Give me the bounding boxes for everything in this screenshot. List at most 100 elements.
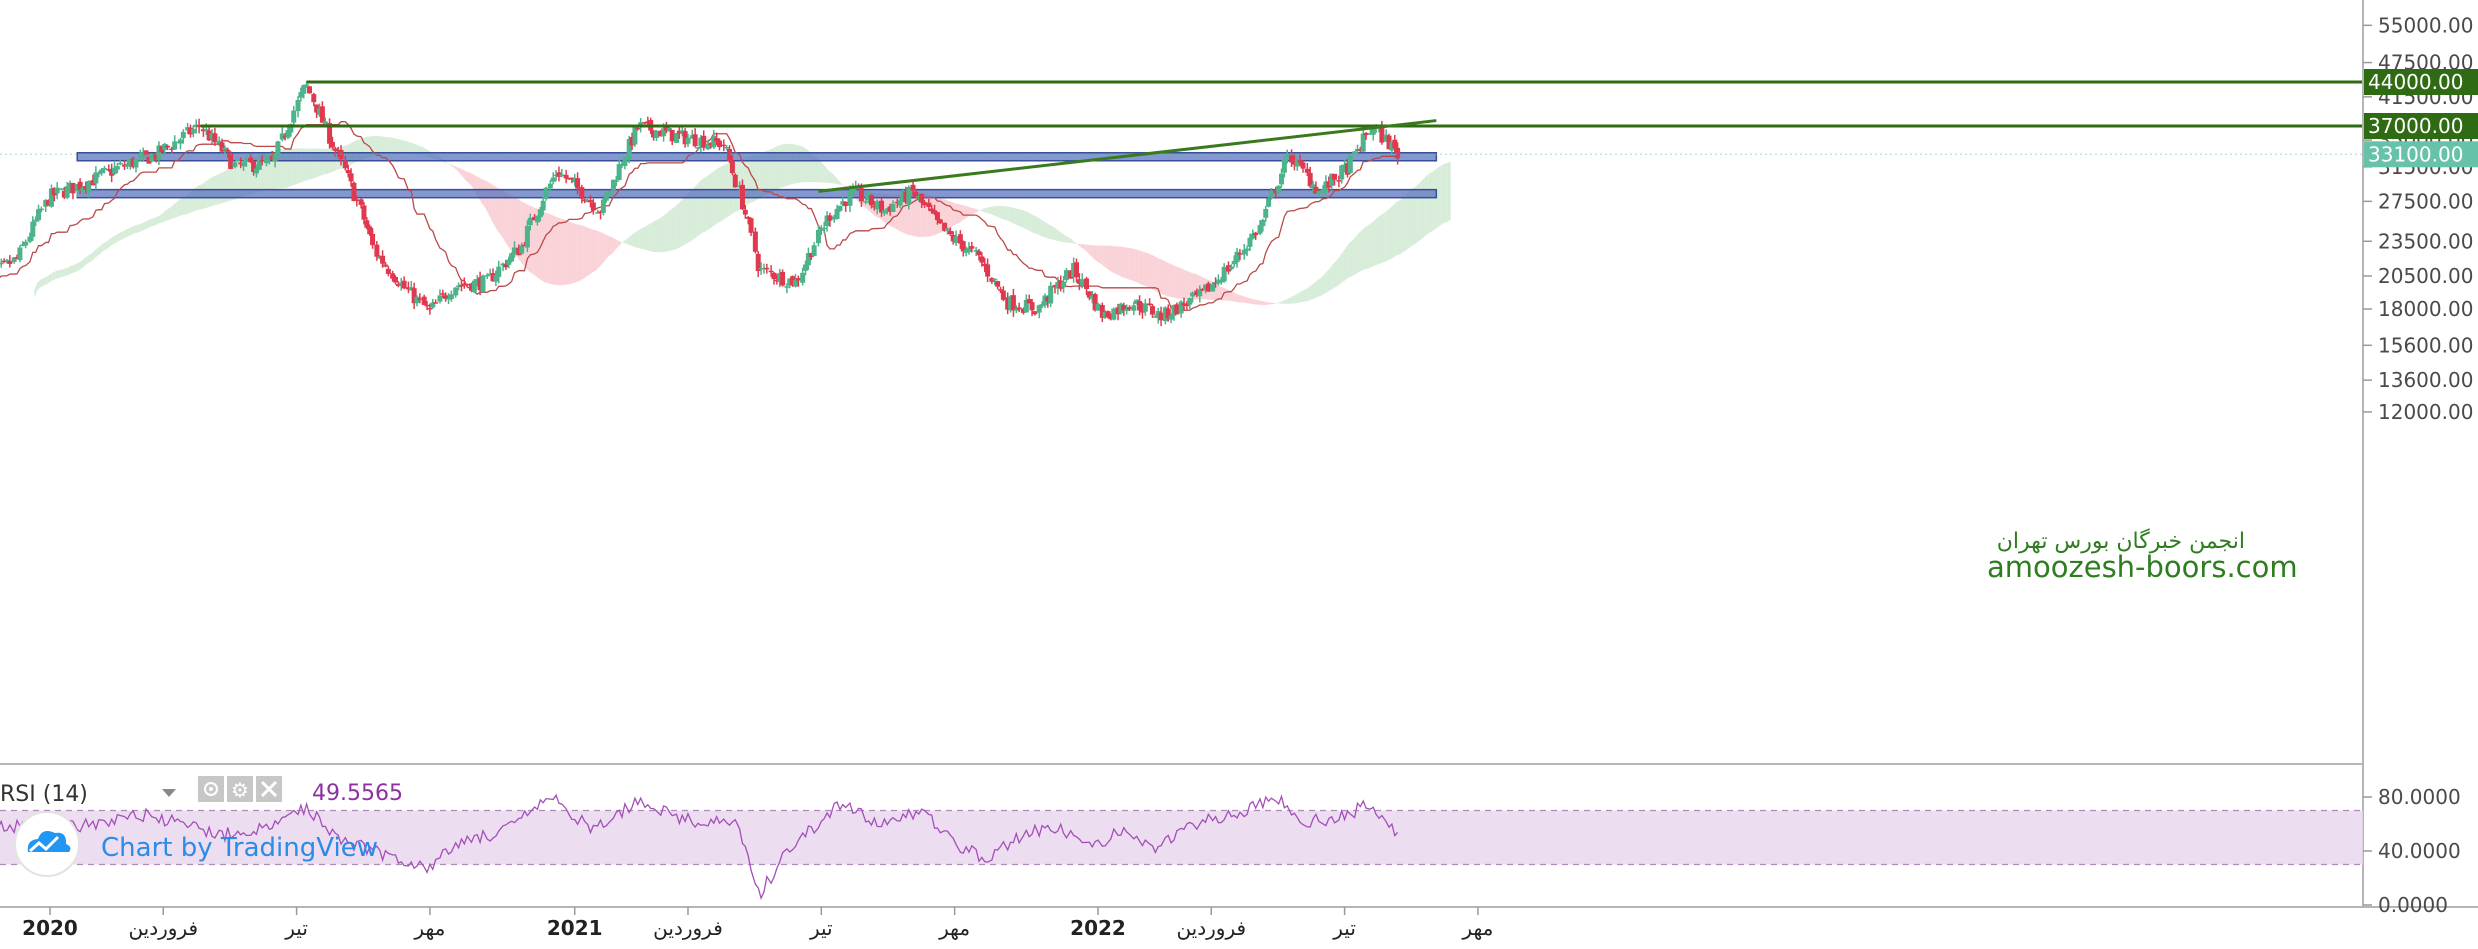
- candle-bullish: [837, 205, 843, 211]
- candle-bearish: [569, 177, 575, 180]
- candle-bearish: [1237, 253, 1243, 255]
- candle-bullish: [180, 131, 186, 139]
- candle-bullish: [724, 146, 730, 149]
- cloud-bear-segment: [1125, 247, 1129, 280]
- cloud-bull-segment: [1043, 221, 1047, 239]
- candle-bullish: [1142, 303, 1148, 312]
- candle-bearish: [411, 288, 417, 304]
- candle-bearish: [771, 272, 777, 280]
- candle-bullish: [966, 247, 972, 253]
- candle-bullish: [1055, 281, 1061, 289]
- time-tick-label: تیر: [1332, 916, 1356, 940]
- cloud-bull-segment: [1348, 239, 1354, 278]
- candle-bearish: [367, 226, 373, 235]
- candle-bullish: [1247, 237, 1253, 247]
- candle-bearish: [335, 149, 341, 152]
- candle-bearish: [752, 231, 758, 252]
- cloud-bull-segment: [217, 173, 221, 205]
- cloud-bear-segment: [589, 228, 592, 275]
- cloud-bull-segment: [1361, 227, 1365, 271]
- candle-bullish: [695, 147, 701, 149]
- candle-bearish: [458, 284, 464, 287]
- candle-bearish: [727, 148, 733, 162]
- candle-bearish: [1344, 163, 1350, 175]
- cloud-bull-segment: [1364, 224, 1369, 270]
- candle-bullish: [1221, 266, 1227, 282]
- price-tick-label: 55000.00: [2378, 13, 2473, 37]
- candle-bullish: [235, 159, 241, 162]
- cloud-bull-segment: [655, 218, 660, 253]
- candle-bullish: [916, 196, 922, 198]
- support-zone-2: [76, 188, 1438, 199]
- candle-bearish: [421, 296, 427, 305]
- cloud-bull-segment: [1027, 212, 1031, 232]
- cloud-bull-segment: [999, 205, 1002, 219]
- candle-bullish: [33, 219, 39, 222]
- cloud-bear-segment: [1159, 258, 1164, 295]
- tradingview-branding[interactable]: Chart by TradingView: [14, 811, 378, 877]
- cloud-bull-segment: [65, 267, 69, 276]
- support-zone-1: [76, 152, 1438, 162]
- candle-bearish: [1149, 306, 1155, 315]
- cloud-bull-segment: [1280, 300, 1283, 304]
- candle-bearish: [1026, 299, 1032, 304]
- candle-bullish: [606, 190, 612, 196]
- candle-bearish: [682, 131, 688, 145]
- gear-icon[interactable]: ⚙: [227, 776, 253, 802]
- cloud-bull-segment: [1062, 233, 1066, 243]
- candle-bearish: [159, 145, 165, 153]
- candle-bullish: [527, 217, 533, 226]
- cloud-bull-segment: [693, 184, 697, 240]
- candle-bearish: [1300, 162, 1306, 169]
- candle-bullish: [834, 208, 840, 219]
- cloud-bear-segment: [964, 205, 968, 219]
- cloud-bull-segment: [220, 171, 224, 204]
- cloud-bull-segment: [825, 167, 829, 184]
- candle-bullish: [509, 253, 515, 262]
- candle-bullish: [43, 199, 49, 207]
- candle-bearish: [745, 216, 751, 219]
- close-icon[interactable]: [256, 776, 282, 802]
- candle-bearish: [1332, 173, 1338, 180]
- cloud-bull-segment: [1409, 189, 1412, 248]
- rsi-axis[interactable]: 80.0000 40.0000 0.0000: [2363, 785, 2461, 917]
- cloud-bear-segment: [1254, 299, 1259, 305]
- candle-bearish: [516, 247, 522, 256]
- cloud-bear-segment: [557, 217, 561, 286]
- candle-bearish: [1105, 311, 1111, 318]
- time-axis[interactable]: 2020 فروردین تیر مهر 2021 فروردین تیر مهر 2022 فر…: [22, 907, 1493, 940]
- eye-icon[interactable]: [198, 776, 224, 802]
- cloud-bull-segment: [94, 248, 98, 259]
- cloud-bear-segment: [507, 193, 511, 250]
- cloud-bear-segment: [548, 213, 552, 285]
- chevron-down-icon[interactable]: [162, 789, 176, 797]
- cloud-bull-segment: [801, 146, 805, 183]
- candle-bearish: [729, 160, 735, 174]
- time-tick-label: تیر: [809, 916, 833, 940]
- candle-bullish: [448, 294, 454, 300]
- cloud-bull-segment: [84, 256, 88, 267]
- cloud-bear-segment: [1267, 302, 1271, 305]
- cloud-bull-segment: [662, 214, 666, 253]
- candle-bearish: [212, 133, 218, 143]
- candle-bearish: [1291, 160, 1297, 165]
- cloud-bull-segment: [646, 224, 650, 251]
- candle-bullish: [140, 152, 146, 158]
- rsi-legend-name: RSI (14): [0, 782, 88, 807]
- cloud-bull-segment: [1374, 217, 1378, 266]
- candle-bullish: [874, 201, 880, 210]
- cloud-bull-segment: [670, 206, 676, 251]
- cloud-bear-segment: [1185, 270, 1189, 300]
- cloud-bear-segment: [586, 227, 590, 277]
- candle-bearish: [651, 130, 657, 138]
- candle-bullish: [512, 247, 518, 255]
- cloud-bull-segment: [1056, 228, 1060, 242]
- candle-bearish: [461, 283, 467, 286]
- cloud-bear-segment: [462, 169, 466, 181]
- candle-bearish: [206, 130, 212, 141]
- cloud-bear-segment: [564, 219, 568, 285]
- cloud-bull-segment: [75, 262, 79, 272]
- cloud-bull-segment: [1393, 202, 1397, 258]
- candle-bearish: [934, 212, 940, 221]
